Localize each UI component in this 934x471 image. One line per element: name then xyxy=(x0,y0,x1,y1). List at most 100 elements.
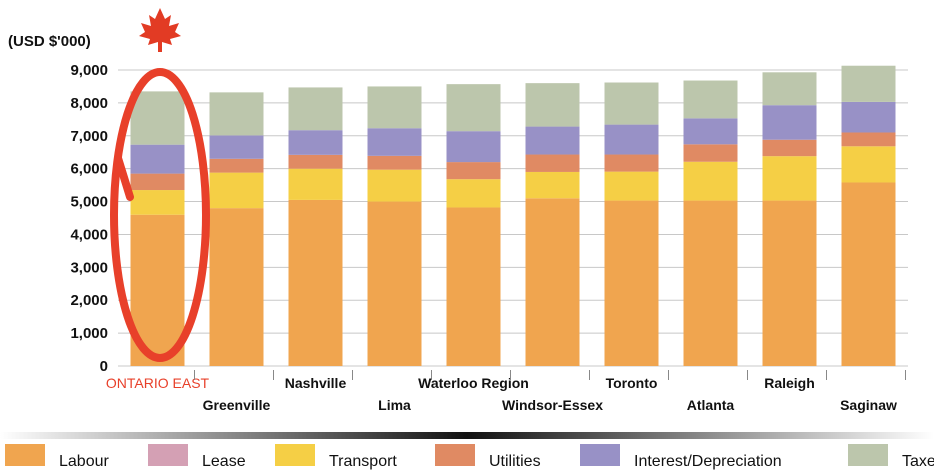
bar-stack xyxy=(446,84,501,366)
legend-swatch xyxy=(580,444,620,466)
y-tick-label: 2,000 xyxy=(70,292,108,309)
y-tick-label: 4,000 xyxy=(70,226,108,243)
y-tick-label: 5,000 xyxy=(70,194,108,211)
bar-segment-taxes xyxy=(130,91,185,145)
bar-stack xyxy=(762,72,817,366)
x-category-label: Atlanta xyxy=(687,397,735,413)
bar-segment-interest-depreciation xyxy=(288,130,343,155)
x-category-label: Toronto xyxy=(606,375,658,391)
bar-segment-labour xyxy=(288,199,343,366)
x-category-label: ONTARIO EAST xyxy=(106,375,210,391)
bar-stack xyxy=(683,80,738,366)
bar-segment-transport xyxy=(288,168,343,200)
bar-stack xyxy=(288,87,343,366)
y-tick-label: 6,000 xyxy=(70,161,108,178)
legend-swatch xyxy=(435,444,475,466)
bar-segment-labour xyxy=(683,200,738,366)
bar-segment-transport xyxy=(209,172,264,209)
bar-segment-labour xyxy=(209,208,264,366)
y-axis-label: (USD $'000) xyxy=(8,33,91,50)
legend: Labour Lease Transport Utilities Interest/De… xyxy=(5,444,934,470)
legend-item: Interest/Depreciation xyxy=(580,444,782,470)
y-tick-label: 3,000 xyxy=(70,259,108,276)
bar-segment-taxes xyxy=(288,87,343,131)
bar-segment-transport xyxy=(446,179,501,208)
legend-item: Transport xyxy=(275,444,397,470)
bar-segment-utilities xyxy=(525,154,580,172)
bar-segment-interest-depreciation xyxy=(525,126,580,155)
bar-segment-utilities xyxy=(288,154,343,169)
legend-swatch xyxy=(148,444,188,466)
bar-segment-labour xyxy=(762,200,817,366)
highlight-circle xyxy=(110,68,210,362)
bar-segment-transport xyxy=(841,146,896,183)
bar-segment-taxes xyxy=(604,82,659,125)
highlight-circle-tail xyxy=(114,154,134,201)
bar-segment-utilities xyxy=(209,158,264,173)
bar-stack xyxy=(525,83,580,366)
bar-segment-transport xyxy=(130,190,185,215)
bar-stack xyxy=(209,92,264,366)
bar-segment-taxes xyxy=(525,83,580,127)
y-tick-labels: 0 1,000 2,000 3,000 4,000 5,000 6,000 7,000 8,00… xyxy=(70,62,108,375)
bar-segment-taxes xyxy=(367,86,422,129)
bar-segment-transport xyxy=(762,156,817,201)
x-category-labels: ONTARIO EAST Greenville Nashville Lima Water… xyxy=(106,370,906,413)
bar-segment-taxes xyxy=(446,84,501,132)
bar-segment-interest-depreciation xyxy=(446,131,501,163)
legend-label: Labour xyxy=(59,453,109,470)
legend-divider-bar xyxy=(0,432,934,439)
bar-segment-labour xyxy=(446,207,501,366)
bar-segment-labour xyxy=(367,201,422,366)
legend-label: Utilities xyxy=(489,453,541,470)
bar-segment-utilities xyxy=(446,162,501,180)
bar-segment-taxes xyxy=(209,92,264,136)
x-category-label: Saginaw xyxy=(840,397,897,413)
bar-segment-taxes xyxy=(762,72,817,106)
bar-segment-interest-depreciation xyxy=(762,105,817,140)
bar-segment-utilities xyxy=(762,139,817,157)
bar-segment-utilities xyxy=(683,144,738,162)
bar-stack xyxy=(604,82,659,366)
bar-segment-interest-depreciation xyxy=(367,128,422,156)
maple-leaf-icon xyxy=(139,8,181,52)
bar-segment-taxes xyxy=(683,80,738,119)
legend-label: Interest/Depreciation xyxy=(634,453,782,470)
bar-segment-interest-depreciation xyxy=(130,144,185,174)
bar-segment-labour xyxy=(604,200,659,366)
bar-stack xyxy=(841,65,896,366)
y-tick-label: 0 xyxy=(100,358,108,375)
legend-swatch xyxy=(275,444,315,466)
bar-segment-interest-depreciation xyxy=(841,101,896,133)
x-category-label: Raleigh xyxy=(764,375,815,391)
legend-label: Transport xyxy=(329,453,397,470)
bar-stack xyxy=(367,86,422,366)
bar-segment-transport xyxy=(683,161,738,201)
bar-segment-utilities xyxy=(841,132,896,147)
legend-label: Lease xyxy=(202,453,246,470)
legend-item: Labour xyxy=(5,444,109,470)
bar-segment-utilities xyxy=(367,155,422,170)
bar-segment-labour xyxy=(841,182,896,366)
bar-segment-labour xyxy=(525,198,580,366)
x-category-label: Greenville xyxy=(203,397,271,413)
y-tick-label: 7,000 xyxy=(70,128,108,145)
y-tick-label: 1,000 xyxy=(70,325,108,342)
legend-label: Taxes xyxy=(902,453,934,470)
bar-segment-interest-depreciation xyxy=(604,124,659,155)
bar-stack xyxy=(130,91,185,366)
legend-swatch xyxy=(5,444,45,466)
x-category-label: Waterloo Region xyxy=(418,375,529,391)
bar-segment-interest-depreciation xyxy=(683,118,738,145)
legend-item: Lease xyxy=(148,444,246,470)
legend-swatch xyxy=(848,444,888,466)
bar-segment-transport xyxy=(525,171,580,199)
y-tick-label: 9,000 xyxy=(70,62,108,79)
bar-segment-transport xyxy=(604,171,659,201)
bar-segment-utilities xyxy=(604,154,659,172)
bar-segment-interest-depreciation xyxy=(209,135,264,159)
y-tick-label: 8,000 xyxy=(70,95,108,112)
bar-segment-transport xyxy=(367,169,422,202)
legend-item: Taxes xyxy=(848,444,934,470)
bars xyxy=(130,65,896,366)
